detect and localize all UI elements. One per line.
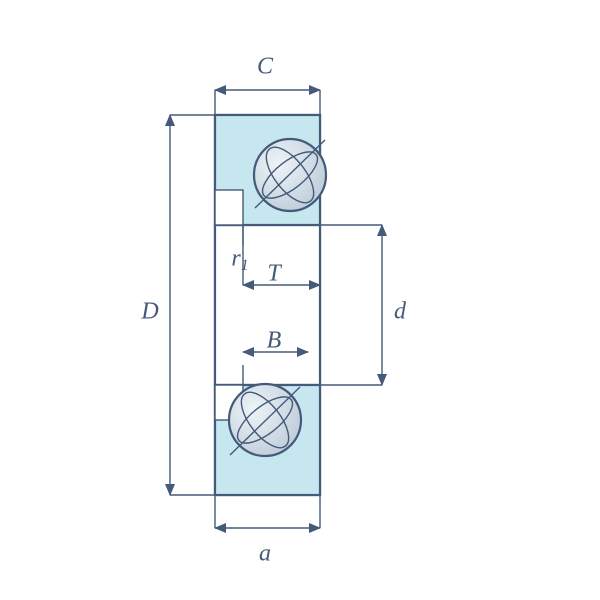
dim-d-label: d: [394, 299, 407, 325]
cage-notch-top: [215, 190, 243, 225]
dim-T-label: T: [267, 261, 282, 287]
dim-a-label: a: [259, 541, 271, 567]
dim-C-label: C: [257, 54, 274, 80]
dim-D-label: D: [140, 299, 158, 325]
dim-B-label: B: [267, 328, 282, 354]
bearing-cross-section: [215, 115, 326, 495]
